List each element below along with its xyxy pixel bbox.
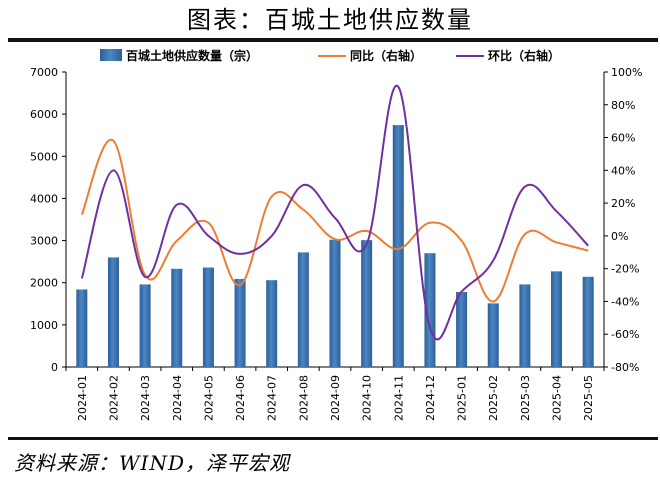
bar <box>139 284 151 367</box>
x-tick-label: 2024-12 <box>424 375 437 421</box>
x-tick-label: 2024-08 <box>297 375 310 421</box>
x-tick-label: 2025-02 <box>487 375 500 421</box>
bar <box>329 239 341 367</box>
right-tick-label: 40% <box>611 164 635 177</box>
left-tick-label: 0 <box>51 361 58 374</box>
bar <box>582 276 594 367</box>
bar <box>76 289 88 367</box>
x-tick-label: 2024-04 <box>171 375 184 421</box>
bar <box>297 252 309 367</box>
x-tick-label: 2024-01 <box>76 375 89 421</box>
bar <box>487 303 499 367</box>
right-tick-label: -20% <box>611 263 639 276</box>
bar <box>234 278 246 367</box>
x-tick-label: 2025-01 <box>456 375 469 421</box>
right-tick-label: 0% <box>611 230 628 243</box>
top-rule <box>8 38 658 42</box>
bar <box>551 271 563 367</box>
bottom-rule <box>8 437 658 440</box>
x-tick-label: 2025-04 <box>551 375 564 421</box>
mom-line <box>80 84 589 341</box>
bar <box>361 240 373 367</box>
chart-title: 图表：百城土地供应数量 <box>187 6 473 34</box>
source-note: 资料来源：WIND，泽平宏观 <box>14 451 290 475</box>
bar <box>456 291 468 367</box>
x-tick-label: 2024-02 <box>107 375 120 421</box>
x-tick-label: 2024-03 <box>139 375 152 421</box>
legend-mom-label: 环比（右轴） <box>488 48 560 63</box>
right-tick-label: 60% <box>611 132 635 145</box>
x-tick-label: 2024-10 <box>361 375 374 421</box>
left-tick-label: 5000 <box>30 150 58 163</box>
right-tick-label: -60% <box>611 328 639 341</box>
bar <box>107 257 119 367</box>
x-tick-label: 2024-09 <box>329 375 342 421</box>
x-tick-label: 2024-06 <box>234 375 247 421</box>
left-tick-label: 7000 <box>30 66 58 79</box>
yoy-line <box>80 138 589 303</box>
left-tick-label: 2000 <box>30 277 58 290</box>
left-tick-label: 4000 <box>30 192 58 205</box>
left-tick-label: 1000 <box>30 319 58 332</box>
legend-yoy-label: 同比（右轴） <box>350 48 422 63</box>
x-tick-label: 2025-03 <box>519 375 532 421</box>
bar <box>392 125 404 367</box>
left-tick-label: 6000 <box>30 108 58 121</box>
legend-bar-swatch <box>100 49 122 61</box>
right-tick-label: 100% <box>611 66 642 79</box>
chart: 0 1000 2000 3000 4000 5000 6000 7000 -80% -60% -40… <box>30 48 642 421</box>
right-tick-label: -40% <box>611 295 639 308</box>
bar <box>171 268 183 367</box>
bar <box>519 284 531 367</box>
x-tick-label: 2024-05 <box>202 375 215 421</box>
left-tick-label: 3000 <box>30 235 58 248</box>
right-tick-label: -80% <box>611 361 639 374</box>
x-tick-label: 2025-05 <box>582 375 595 421</box>
bar <box>202 267 214 367</box>
bar <box>266 280 278 367</box>
legend-bar-label: 百城土地供应数量（宗） <box>126 48 258 63</box>
x-tick-label: 2024-07 <box>266 375 279 421</box>
right-tick-label: 20% <box>611 197 635 210</box>
bar <box>424 253 436 367</box>
x-tick-label: 2024-11 <box>392 375 405 421</box>
right-tick-label: 80% <box>611 99 635 112</box>
